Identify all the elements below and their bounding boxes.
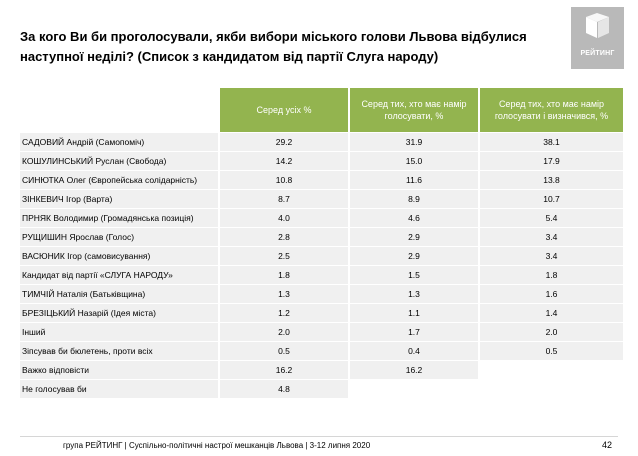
table-row: Не голосував би 4.8 (20, 380, 625, 399)
value-voters: 1.7 (350, 323, 478, 341)
row-label: Не голосував би (20, 380, 218, 398)
value-all: 2.5 (220, 247, 348, 265)
value-decided: 17.9 (480, 152, 623, 170)
value-voters: 0.4 (350, 342, 478, 360)
rating-logo: РЕЙТИНГ (571, 7, 624, 69)
value-all: 4.0 (220, 209, 348, 227)
value-all: 29.2 (220, 133, 348, 151)
row-label: Зіпсував би бюлетень, проти всіх (20, 342, 218, 360)
row-label: РУЩИШИН Ярослав (Голос) (20, 228, 218, 246)
value-all: 1.3 (220, 285, 348, 303)
value-voters: 4.6 (350, 209, 478, 227)
page-title: За кого Ви би проголосували, якби вибори… (20, 29, 527, 64)
column-header-voters: Серед тих, хто має намір голосувати, % (350, 88, 478, 132)
value-decided: 1.8 (480, 266, 623, 284)
table-row: ПРНЯК Володимир (Громадянська позиція) 4.… (20, 209, 625, 228)
table-row: ВАСЮНИК Ігор (самовисування) 2.5 2.9 3.4 (20, 247, 625, 266)
value-all: 8.7 (220, 190, 348, 208)
value-voters: 15.0 (350, 152, 478, 170)
value-all: 1.8 (220, 266, 348, 284)
table-row: ТИМЧІЙ Наталія (Батьківщина) 1.3 1.3 1.6 (20, 285, 625, 304)
table-body: САДОВИЙ Андрій (Самопоміч) 29.2 31.9 38.1 КО… (20, 133, 625, 399)
value-decided: 1.6 (480, 285, 623, 303)
table-row: КОШУЛИНСЬКИЙ Руслан (Свобода) 14.2 15.0 17.… (20, 152, 625, 171)
value-decided: 2.0 (480, 323, 623, 341)
table-row: Важко відповісти 16.2 16.2 (20, 361, 625, 380)
value-decided: 38.1 (480, 133, 623, 151)
footer-divider (20, 436, 618, 437)
results-table: Серед усіх % Серед тих, хто має намір го… (20, 88, 625, 399)
row-label: КОШУЛИНСЬКИЙ Руслан (Свобода) (20, 152, 218, 170)
rating-logo-icon (586, 13, 609, 38)
value-decided: 3.4 (480, 247, 623, 265)
value-voters: 2.9 (350, 228, 478, 246)
value-all: 14.2 (220, 152, 348, 170)
value-decided: 5.4 (480, 209, 623, 227)
row-label: Важко відповісти (20, 361, 218, 379)
value-voters: 16.2 (350, 361, 478, 379)
logo-text: РЕЙТИНГ (580, 50, 615, 57)
value-voters: 31.9 (350, 133, 478, 151)
value-decided: 1.4 (480, 304, 623, 322)
table-row: ЗІНКЕВИЧ Ігор (Варта) 8.7 8.9 10.7 (20, 190, 625, 209)
value-all: 0.5 (220, 342, 348, 360)
table-row: САДОВИЙ Андрій (Самопоміч) 29.2 31.9 38.1 (20, 133, 625, 152)
value-decided: 3.4 (480, 228, 623, 246)
row-label: САДОВИЙ Андрій (Самопоміч) (20, 133, 218, 151)
value-voters: 1.1 (350, 304, 478, 322)
table-row: РУЩИШИН Ярослав (Голос) 2.8 2.9 3.4 (20, 228, 625, 247)
value-all: 16.2 (220, 361, 348, 379)
value-voters: 2.9 (350, 247, 478, 265)
table-row: БРЕЗІЦЬКИЙ Назарій (Ідея міста) 1.2 1.1 1.4 (20, 304, 625, 323)
table-row: СИНЮТКА Олег (Європейська солідарність) 1… (20, 171, 625, 190)
value-decided: 10.7 (480, 190, 623, 208)
row-label: Інший (20, 323, 218, 341)
value-all: 1.2 (220, 304, 348, 322)
row-label: ВАСЮНИК Ігор (самовисування) (20, 247, 218, 265)
footer-text: група РЕЙТИНГ | Суспільно-політичні наст… (63, 441, 371, 450)
value-voters: 11.6 (350, 171, 478, 189)
value-all: 2.8 (220, 228, 348, 246)
column-header-all: Серед усіх % (220, 88, 348, 132)
value-decided: 0.5 (480, 342, 623, 360)
value-all: 4.8 (220, 380, 348, 398)
value-decided (480, 380, 623, 398)
row-label: Кандидат від партії «СЛУГА НАРОДУ» (20, 266, 218, 284)
value-decided (480, 361, 623, 379)
table-row: Зіпсував би бюлетень, проти всіх 0.5 0.4 0.… (20, 342, 625, 361)
table-row: Інший 2.0 1.7 2.0 (20, 323, 625, 342)
value-voters: 1.5 (350, 266, 478, 284)
value-voters (350, 380, 478, 398)
row-label: ЗІНКЕВИЧ Ігор (Варта) (20, 190, 218, 208)
row-label: ПРНЯК Володимир (Громадянська позиція) (20, 209, 218, 227)
value-voters: 1.3 (350, 285, 478, 303)
value-voters: 8.9 (350, 190, 478, 208)
page-number: 42 (602, 440, 613, 450)
row-label: БРЕЗІЦЬКИЙ Назарій (Ідея міста) (20, 304, 218, 322)
value-all: 10.8 (220, 171, 348, 189)
table-row: Кандидат від партії «СЛУГА НАРОДУ» 1.8 1.5… (20, 266, 625, 285)
row-label: СИНЮТКА Олег (Європейська солідарність) (20, 171, 218, 189)
table-header: Серед усіх % Серед тих, хто має намір го… (20, 88, 625, 132)
value-all: 2.0 (220, 323, 348, 341)
value-decided: 13.8 (480, 171, 623, 189)
column-header-decided: Серед тих, хто має намір голосувати і ви… (480, 88, 623, 132)
row-label: ТИМЧІЙ Наталія (Батьківщина) (20, 285, 218, 303)
